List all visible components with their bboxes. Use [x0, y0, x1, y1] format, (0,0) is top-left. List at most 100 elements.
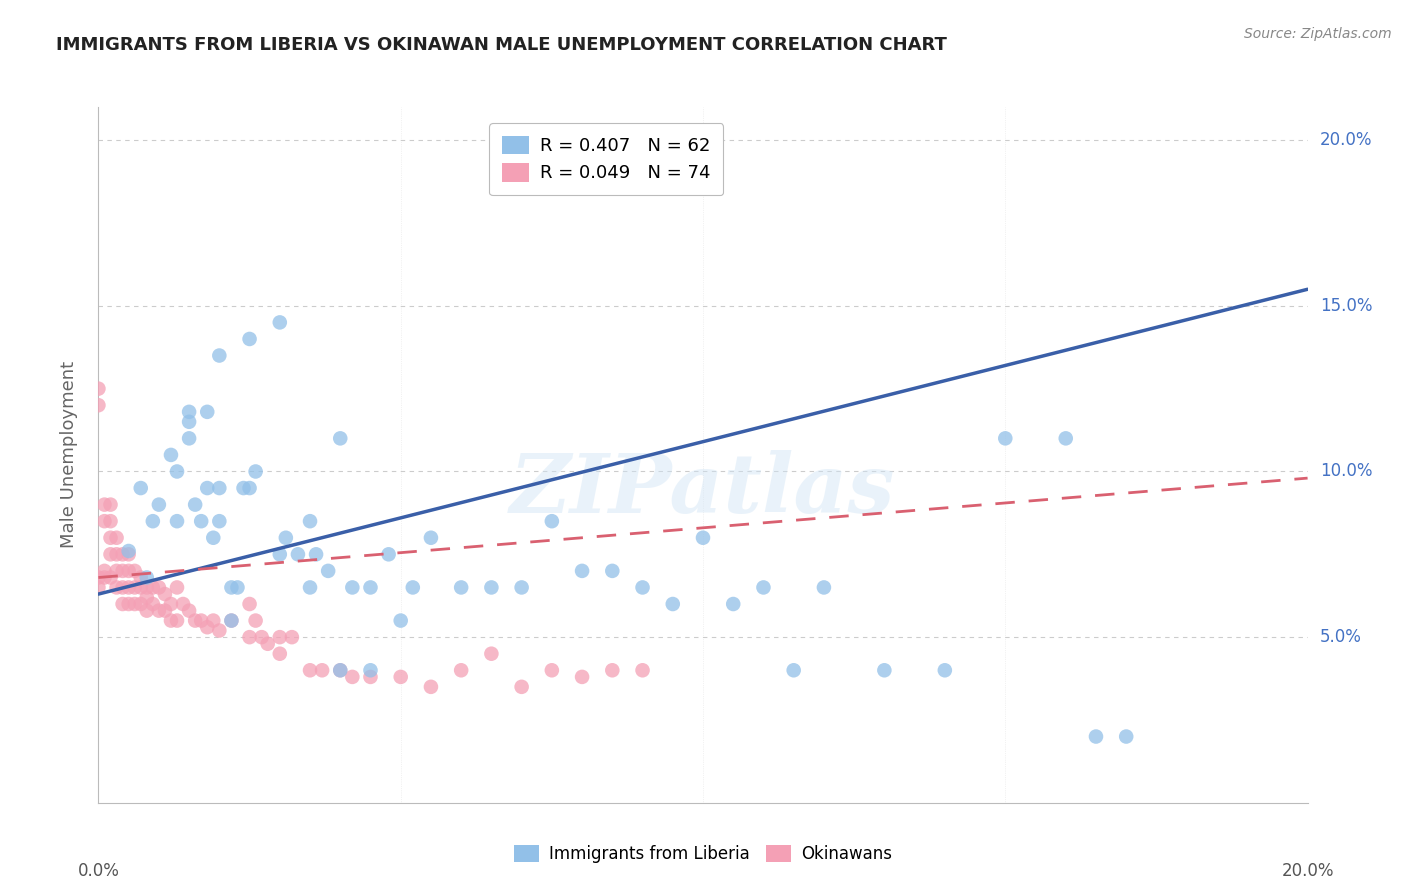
Point [571, 564, 593, 578]
Point [100, 498, 122, 512]
Point [602, 663, 624, 677]
Point [142, 514, 165, 528]
Point [124, 581, 146, 595]
Point [239, 332, 262, 346]
Point [873, 663, 896, 677]
Point [195, 620, 218, 634]
Point [221, 581, 243, 595]
Point [100, 570, 122, 584]
Point [111, 581, 134, 595]
Point [142, 597, 165, 611]
Point [202, 614, 225, 628]
Point [602, 564, 624, 578]
Point [419, 680, 441, 694]
Text: 20.0%: 20.0% [1281, 863, 1334, 880]
Text: IMMIGRANTS FROM LIBERIA VS OKINAWAN MALE UNEMPLOYMENT CORRELATION CHART: IMMIGRANTS FROM LIBERIA VS OKINAWAN MALE… [56, 36, 948, 54]
Point [208, 349, 231, 363]
Point [177, 415, 201, 429]
Point [316, 564, 339, 578]
Point [1115, 730, 1137, 744]
Point [87, 581, 110, 595]
Point [342, 670, 364, 684]
Text: 10.0%: 10.0% [1320, 462, 1372, 481]
Point [540, 514, 562, 528]
Point [631, 663, 654, 677]
Point [129, 597, 152, 611]
Point [124, 597, 146, 611]
Point [87, 398, 110, 412]
Point [721, 597, 744, 611]
Point [239, 630, 262, 644]
Point [360, 581, 382, 595]
Point [160, 448, 183, 462]
Point [166, 465, 188, 479]
Point [571, 670, 593, 684]
Point [1054, 431, 1077, 445]
Point [311, 663, 333, 677]
Point [118, 581, 141, 595]
Point [510, 680, 533, 694]
Point [208, 624, 231, 638]
Point [239, 597, 262, 611]
Point [389, 614, 412, 628]
Point [245, 614, 267, 628]
Point [221, 614, 243, 628]
Text: 0.0%: 0.0% [77, 863, 120, 880]
Point [135, 591, 157, 605]
Point [100, 531, 122, 545]
Text: ZIPatlas: ZIPatlas [510, 450, 896, 530]
Point [305, 547, 328, 561]
Point [752, 581, 775, 595]
Point [256, 637, 278, 651]
Point [450, 581, 472, 595]
Point [342, 581, 364, 595]
Point [540, 663, 562, 677]
Point [631, 581, 654, 595]
Point [166, 581, 188, 595]
Point [481, 647, 503, 661]
Text: 15.0%: 15.0% [1320, 297, 1372, 315]
Point [202, 531, 225, 545]
Point [105, 547, 128, 561]
Point [208, 514, 231, 528]
Text: Source: ZipAtlas.com: Source: ZipAtlas.com [1244, 27, 1392, 41]
Point [221, 614, 243, 628]
Point [160, 597, 183, 611]
Point [111, 564, 134, 578]
Point [135, 604, 157, 618]
Point [135, 570, 157, 584]
Point [172, 597, 194, 611]
Point [118, 597, 141, 611]
Point [190, 514, 212, 528]
Point [195, 405, 218, 419]
Point [148, 498, 170, 512]
Point [450, 663, 472, 677]
Text: 20.0%: 20.0% [1320, 131, 1372, 149]
Point [389, 670, 412, 684]
Point [153, 587, 176, 601]
Point [100, 514, 122, 528]
Point [402, 581, 425, 595]
Point [782, 663, 804, 677]
Point [105, 531, 128, 545]
Point [142, 581, 165, 595]
Point [274, 531, 297, 545]
Point [118, 547, 141, 561]
Point [360, 663, 382, 677]
Point [299, 581, 322, 595]
Point [105, 581, 128, 595]
Point [184, 498, 207, 512]
Point [329, 431, 352, 445]
Point [177, 604, 201, 618]
Point [118, 564, 141, 578]
Point [360, 670, 382, 684]
Point [232, 481, 254, 495]
Point [124, 564, 146, 578]
Point [281, 630, 304, 644]
Point [299, 514, 322, 528]
Point [129, 481, 152, 495]
Point [87, 382, 110, 396]
Point [1085, 730, 1108, 744]
Point [111, 547, 134, 561]
Point [166, 614, 188, 628]
